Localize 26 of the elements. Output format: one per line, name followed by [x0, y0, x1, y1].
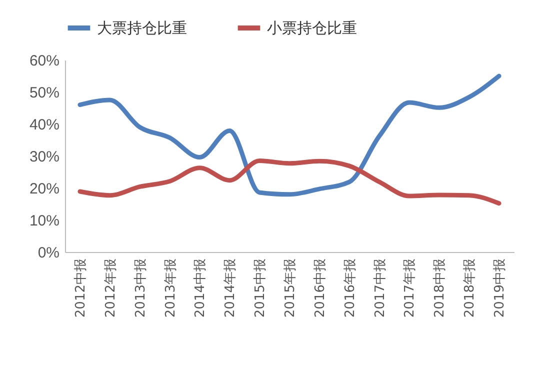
x-tick-label: 2014中报 [193, 258, 208, 318]
x-tick-label: 2018中报 [432, 258, 448, 318]
x-tick-label: 2015年报 [283, 258, 298, 318]
x-tick-label: 2014年报 [223, 258, 238, 318]
y-tick-label: 20% [29, 180, 60, 198]
x-tick-label: 2012中报 [73, 258, 88, 318]
y-tick-label: 0% [38, 244, 60, 262]
y-tick-label: 40% [29, 116, 60, 134]
line-series [78, 74, 502, 197]
x-tick-label: 2019中报 [492, 258, 508, 318]
x-tick-label: 2016年报 [342, 258, 358, 318]
x-tick-label: 2018年报 [462, 258, 478, 318]
y-tick-label: 10% [29, 212, 60, 230]
y-tick-label: 30% [29, 148, 60, 166]
x-tick-label: 2013中报 [133, 258, 148, 318]
x-tick-label: 2013年报 [163, 258, 178, 318]
y-tick-label: 60% [29, 52, 60, 70]
x-tick-label: 2016中报 [312, 258, 328, 318]
x-tick-label: 2017中报 [372, 258, 388, 318]
x-tick-label: 2012年报 [103, 258, 118, 318]
legend-label: 大票持仓比重 [97, 19, 187, 37]
x-tick-label: 2015中报 [253, 258, 268, 318]
line-series [78, 158, 502, 206]
y-tick-label: 50% [29, 84, 60, 102]
x-tick-label: 2017年报 [402, 258, 418, 318]
legend-label: 小票持仓比重 [267, 19, 357, 37]
